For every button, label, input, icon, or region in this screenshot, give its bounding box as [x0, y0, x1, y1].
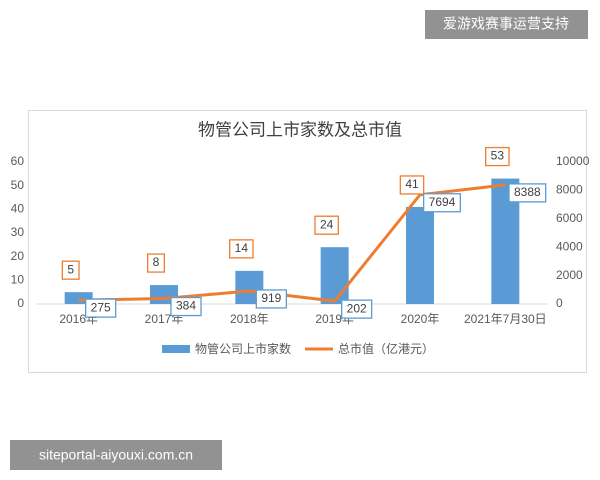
data-label-box [422, 193, 462, 213]
x-tick-label: 2018年 [230, 312, 269, 326]
y-tick-label: 30 [11, 225, 25, 239]
watermark-box [425, 10, 588, 39]
data-label-box [485, 146, 510, 167]
legend-label: 总市值（亿港元） [338, 341, 434, 356]
watermark: siteportal-aiyouxi.com.cn [39, 447, 193, 463]
x-tick-label: 2021年7月30日 [464, 312, 547, 326]
data-label-box [255, 289, 287, 309]
data-label: 202 [347, 301, 367, 315]
legend-swatch [162, 345, 190, 353]
data-label-box [61, 260, 80, 280]
y2-tick-label: 8000 [556, 183, 583, 197]
y-tick-label: 20 [11, 249, 25, 263]
bar [406, 206, 434, 304]
chart-title: 物管公司上市家数及总市值 [198, 120, 402, 139]
y2-tick-label: 6000 [556, 211, 583, 225]
data-label: 384 [176, 299, 196, 313]
data-label-box [399, 175, 425, 195]
data-label-box [314, 215, 339, 235]
x-tick-label: 2020年 [401, 312, 440, 326]
y2-tick-label: 0 [556, 296, 563, 310]
data-label-box [147, 253, 165, 273]
data-label-box [85, 298, 117, 318]
data-label-box [229, 239, 254, 259]
data-label: 41 [405, 177, 419, 191]
watermark-box [10, 440, 222, 470]
data-label: 5 [67, 262, 74, 276]
data-label: 24 [320, 217, 334, 231]
data-label-box [341, 299, 373, 319]
data-label: 7694 [429, 195, 456, 209]
data-label: 8 [153, 255, 160, 269]
y2-tick-label: 4000 [556, 239, 583, 253]
data-label-box [170, 296, 202, 317]
y2-tick-label: 2000 [556, 268, 583, 282]
legend-label: 物管公司上市家数 [195, 341, 291, 356]
bar [64, 292, 93, 304]
data-label: 53 [491, 149, 505, 163]
data-label: 919 [261, 291, 281, 305]
bar [320, 247, 349, 304]
data-label: 14 [235, 241, 249, 255]
data-label: 8388 [514, 185, 541, 199]
y-tick-label: 10 [11, 273, 25, 287]
y-tick-label: 40 [11, 202, 25, 216]
y2-tick-label: 10000 [556, 154, 590, 168]
watermark: 爱游戏赛事运营支持 [443, 16, 569, 32]
data-label: 275 [91, 300, 111, 314]
y-tick-label: 60 [11, 154, 25, 168]
data-label-box [508, 183, 547, 203]
y-tick-label: 50 [11, 178, 25, 192]
y-tick-label: 0 [17, 296, 24, 310]
